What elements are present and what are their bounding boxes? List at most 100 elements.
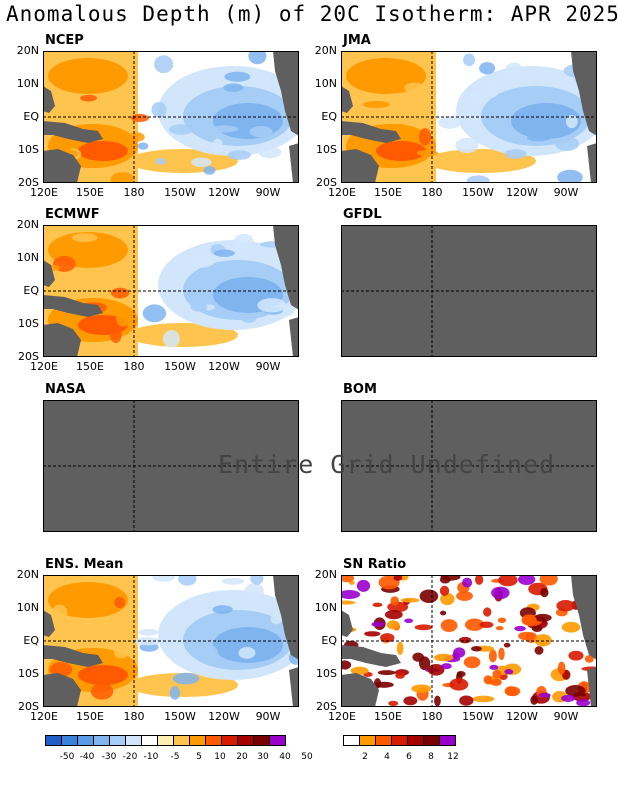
colorbar-swatch	[77, 735, 94, 746]
colorbar-swatch	[221, 735, 238, 746]
lon-label: 180	[421, 186, 443, 199]
panel-ncep	[43, 51, 299, 183]
colorbar-swatch	[253, 735, 270, 746]
lat-label: 20S	[18, 176, 39, 189]
lon-label: 90W	[553, 710, 579, 723]
lon-label: 120E	[328, 186, 356, 199]
anomaly-tick: -20	[122, 752, 138, 762]
anomaly-tick: -40	[79, 752, 95, 762]
colorbar-swatch	[93, 735, 110, 746]
lon-label: 150E	[76, 710, 104, 723]
panel-nasa	[43, 400, 299, 532]
lon-label: 150E	[374, 186, 402, 199]
lon-label: 180	[421, 710, 443, 723]
chart-title: Anomalous Depth (m) of 20C Isotherm: APR…	[6, 2, 618, 26]
lat-label: 10S	[18, 317, 39, 330]
lon-label: 150E	[76, 186, 104, 199]
colorbar-swatch	[125, 735, 142, 746]
colorbar-swatch	[173, 735, 190, 746]
colorbar-swatch	[237, 735, 254, 746]
lon-label: 150W	[462, 186, 494, 199]
lat-label: 10S	[316, 667, 337, 680]
lat-label: 10S	[18, 667, 39, 680]
lon-label: 150E	[76, 360, 104, 373]
map-jma	[341, 51, 597, 183]
anomaly-tick: 5	[196, 752, 202, 762]
lat-label: 10S	[316, 143, 337, 156]
sn-colorbar	[343, 735, 456, 746]
panel-ecmwf	[43, 225, 299, 357]
lat-label: EQ	[23, 634, 39, 647]
lon-label: 150E	[374, 710, 402, 723]
lon-label: 120E	[30, 360, 58, 373]
lat-label: 10N	[314, 77, 337, 90]
undefined-grid-message: Entire Grid Undefined	[218, 450, 556, 479]
colorbar-swatch	[109, 735, 126, 746]
lat-label: 20N	[16, 568, 39, 581]
anomaly-tick: 20	[236, 752, 248, 762]
lat-label: 10S	[18, 143, 39, 156]
colorbar-swatch	[141, 735, 158, 746]
anomaly-tick: 10	[214, 752, 226, 762]
lat-label: 20S	[316, 176, 337, 189]
panel-jma	[341, 51, 597, 183]
colorbar-swatch	[359, 735, 376, 746]
lat-label: EQ	[23, 110, 39, 123]
colorbar-swatch	[157, 735, 174, 746]
lat-label: EQ	[321, 634, 337, 647]
colorbar-swatch	[423, 735, 440, 746]
lat-label: EQ	[321, 110, 337, 123]
anomaly-tick: -50	[59, 752, 75, 762]
panel-bom	[341, 400, 597, 532]
sn-tick: 2	[362, 752, 368, 762]
lon-label: 150W	[164, 186, 196, 199]
sn-tick: 12	[447, 752, 459, 762]
lat-label: 10N	[16, 77, 39, 90]
panel-label-jma: JMA	[343, 33, 371, 48]
map-gfdl	[341, 225, 597, 357]
lon-label: 120W	[208, 710, 240, 723]
panel-ens	[43, 575, 299, 707]
lon-label: 180	[123, 710, 145, 723]
lat-label: EQ	[23, 284, 39, 297]
colorbar-swatch	[269, 735, 286, 746]
lat-label: 20N	[314, 44, 337, 57]
lon-label: 150W	[462, 710, 494, 723]
colorbar-swatch	[375, 735, 392, 746]
panel-label-sn: SN Ratio	[343, 557, 407, 572]
lat-label: 20N	[16, 44, 39, 57]
colorbar-swatch	[61, 735, 78, 746]
lon-label: 150W	[164, 710, 196, 723]
lon-label: 120W	[506, 186, 538, 199]
panel-sn	[341, 575, 597, 707]
lat-label: 20S	[18, 700, 39, 713]
lat-label: 20N	[16, 218, 39, 231]
lat-label: 10N	[314, 601, 337, 614]
lon-label: 120E	[30, 710, 58, 723]
anomaly-colorbar	[45, 735, 286, 746]
panel-label-bom: BOM	[343, 382, 377, 397]
panel-label-ecmwf: ECMWF	[45, 207, 100, 222]
lon-label: 180	[123, 360, 145, 373]
colorbar-swatch	[407, 735, 424, 746]
lon-label: 120E	[30, 186, 58, 199]
lat-label: 20N	[314, 568, 337, 581]
colorbar-swatch	[439, 735, 456, 746]
lon-label: 90W	[255, 186, 281, 199]
anomaly-tick: -5	[170, 752, 180, 762]
anomaly-tick: 40	[279, 752, 291, 762]
lon-label: 150W	[164, 360, 196, 373]
colorbar-swatch	[343, 735, 360, 746]
sn-tick: 6	[406, 752, 412, 762]
panel-label-ncep: NCEP	[45, 33, 84, 48]
lon-label: 120E	[328, 710, 356, 723]
lon-label: 90W	[255, 360, 281, 373]
colorbar-swatch	[391, 735, 408, 746]
lat-label: 20S	[316, 700, 337, 713]
lon-label: 180	[123, 186, 145, 199]
lon-label: 90W	[553, 186, 579, 199]
anomaly-tick: 50	[301, 752, 313, 762]
anomaly-tick: -30	[101, 752, 117, 762]
sn-tick: 8	[428, 752, 434, 762]
lat-label: 20S	[18, 350, 39, 363]
